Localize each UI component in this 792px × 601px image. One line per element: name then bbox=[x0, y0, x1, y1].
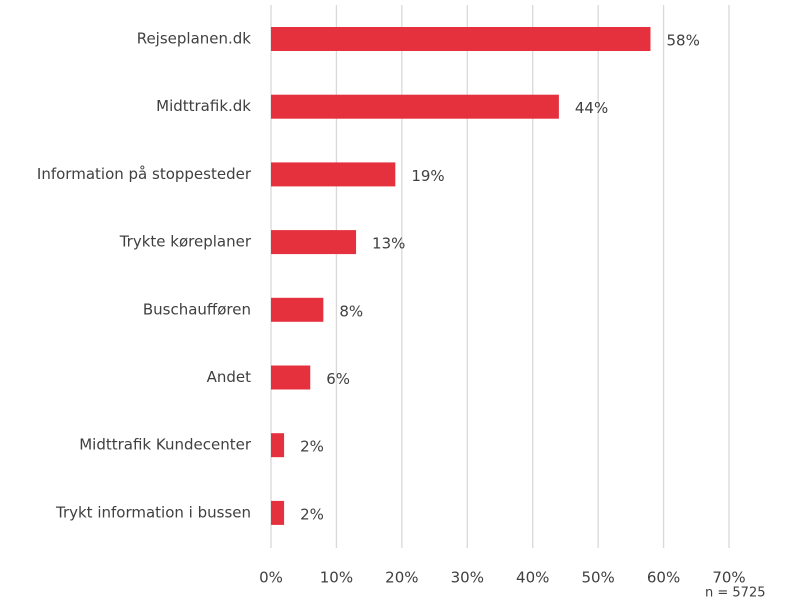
bar bbox=[271, 27, 651, 51]
data-label: 13% bbox=[372, 235, 405, 253]
x-tick-label: 60% bbox=[647, 569, 680, 587]
bar bbox=[271, 94, 559, 119]
data-label: 19% bbox=[411, 167, 444, 185]
bar bbox=[271, 433, 285, 458]
annotation: n = 5725 bbox=[705, 586, 765, 601]
bar bbox=[271, 365, 311, 390]
data-label: 6% bbox=[326, 370, 350, 388]
y-tick-label: Trykte køreplaner bbox=[119, 233, 252, 251]
x-tick-label: 20% bbox=[385, 569, 418, 587]
y-tick-label: Buschaufføren bbox=[143, 300, 251, 318]
x-tick-label: 50% bbox=[581, 569, 614, 587]
y-tick-label: Information på stoppesteder bbox=[37, 165, 252, 183]
data-label: 2% bbox=[300, 438, 324, 456]
y-tick-label: Midttrafik.dk bbox=[156, 97, 251, 115]
x-tick-label: 0% bbox=[259, 569, 283, 587]
data-label: 44% bbox=[575, 99, 608, 117]
data-label: 58% bbox=[666, 32, 699, 50]
bar bbox=[271, 230, 357, 255]
y-tick-label: Trykt information i bussen bbox=[55, 503, 251, 521]
y-tick-label: Rejseplanen.dk bbox=[137, 30, 252, 48]
x-tick-label: 70% bbox=[712, 569, 745, 587]
data-label: 8% bbox=[339, 302, 363, 320]
bar bbox=[271, 297, 324, 322]
data-label: 2% bbox=[300, 505, 324, 523]
x-tick-label: 30% bbox=[451, 569, 484, 587]
bar bbox=[271, 162, 396, 187]
y-tick-label: Midttrafik Kundecenter bbox=[79, 436, 252, 454]
x-tick-label: 40% bbox=[516, 569, 549, 587]
bar bbox=[271, 500, 285, 525]
x-tick-label: 10% bbox=[320, 569, 353, 587]
y-tick-label: Andet bbox=[207, 368, 252, 386]
